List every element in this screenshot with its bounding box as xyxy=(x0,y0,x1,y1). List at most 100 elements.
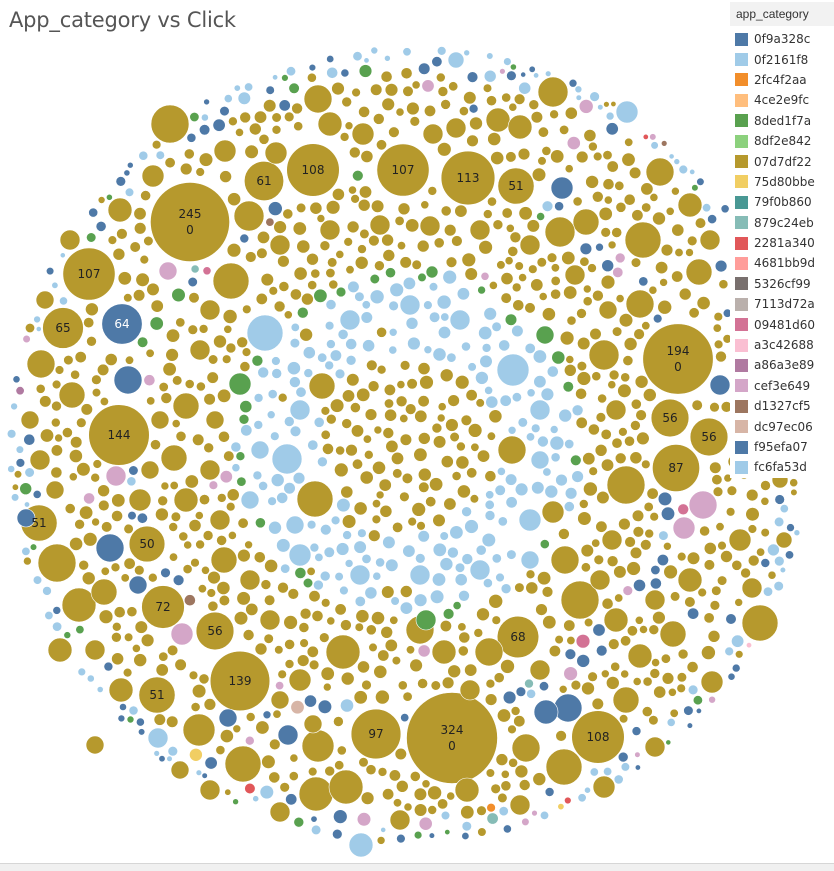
bubble[interactable] xyxy=(127,161,134,169)
bubble[interactable] xyxy=(180,162,193,176)
bubble[interactable] xyxy=(340,671,355,686)
bubble[interactable] xyxy=(370,83,383,96)
bubble[interactable] xyxy=(222,354,232,364)
bubble[interactable] xyxy=(697,587,707,598)
bubble[interactable] xyxy=(563,285,578,300)
bubble[interactable] xyxy=(544,70,552,77)
bubble[interactable] xyxy=(622,585,633,596)
bubble[interactable] xyxy=(260,273,274,287)
bubble[interactable] xyxy=(521,817,530,827)
bubble[interactable] xyxy=(323,546,335,558)
bubble[interactable] xyxy=(227,192,241,207)
bubble[interactable] xyxy=(354,595,366,607)
bubble[interactable] xyxy=(580,543,594,558)
bubble[interactable] xyxy=(536,212,545,221)
bubble[interactable] xyxy=(786,523,795,532)
bubble[interactable] xyxy=(194,511,204,520)
bubble[interactable] xyxy=(418,481,430,493)
bubble[interactable] xyxy=(169,552,179,562)
bubble[interactable] xyxy=(409,116,420,127)
bubble[interactable] xyxy=(197,584,207,594)
bubble[interactable] xyxy=(695,707,702,714)
bubble[interactable] xyxy=(223,450,235,462)
bubble[interactable] xyxy=(595,644,608,657)
bubble[interactable] xyxy=(589,767,599,777)
bubble[interactable] xyxy=(381,585,395,599)
bubble[interactable] xyxy=(564,106,578,120)
bubble[interactable] xyxy=(63,355,74,366)
bubble[interactable] xyxy=(665,206,675,216)
bubble[interactable] xyxy=(282,208,294,220)
bubble[interactable] xyxy=(284,659,295,669)
bubble[interactable] xyxy=(532,349,547,364)
legend-item[interactable]: f95efa07 xyxy=(730,437,834,457)
bubble[interactable] xyxy=(482,578,493,588)
bubble[interactable] xyxy=(116,228,128,240)
bubble[interactable] xyxy=(375,139,387,151)
bubble[interactable] xyxy=(423,345,433,355)
bubble[interactable] xyxy=(592,289,604,302)
bubble[interactable] xyxy=(466,71,479,83)
legend-item[interactable]: 4ce2e9fc xyxy=(730,90,834,110)
bubble[interactable] xyxy=(566,315,577,326)
bubble[interactable] xyxy=(259,609,281,631)
labeled-bubble[interactable] xyxy=(88,404,150,466)
bubble[interactable] xyxy=(358,64,373,78)
labeled-bubble[interactable] xyxy=(497,167,535,205)
bubble[interactable] xyxy=(391,655,402,666)
bubble[interactable] xyxy=(437,46,447,56)
bubble[interactable] xyxy=(32,575,43,585)
bubble[interactable] xyxy=(648,624,660,636)
bubble[interactable] xyxy=(150,104,190,144)
bubble[interactable] xyxy=(478,325,493,340)
bubble[interactable] xyxy=(349,564,371,586)
bubble[interactable] xyxy=(307,439,319,451)
bubble[interactable] xyxy=(455,455,470,470)
bubble[interactable] xyxy=(170,760,190,780)
bubble[interactable] xyxy=(190,557,200,568)
bubble[interactable] xyxy=(355,609,370,624)
bubble[interactable] xyxy=(659,278,668,287)
bubble[interactable] xyxy=(411,502,426,517)
bubble[interactable] xyxy=(417,432,431,445)
bubble[interactable] xyxy=(591,191,604,203)
bubble[interactable] xyxy=(358,106,370,118)
bubble[interactable] xyxy=(326,66,339,79)
bubble[interactable] xyxy=(400,67,413,80)
bubble[interactable] xyxy=(319,240,331,251)
bubble[interactable] xyxy=(104,353,118,366)
bubble[interactable] xyxy=(239,233,250,244)
labeled-bubble[interactable] xyxy=(141,585,185,629)
bubble[interactable] xyxy=(388,300,399,312)
bubble[interactable] xyxy=(325,299,337,310)
bubble[interactable] xyxy=(661,672,675,685)
bubble[interactable] xyxy=(175,430,187,442)
bubble[interactable] xyxy=(35,290,55,310)
bubble[interactable] xyxy=(492,219,504,230)
bubble[interactable] xyxy=(308,659,320,671)
bubble[interactable] xyxy=(187,324,199,335)
bubble[interactable] xyxy=(119,703,127,711)
bubble[interactable] xyxy=(457,645,469,657)
bubble[interactable] xyxy=(417,362,431,375)
bubble[interactable] xyxy=(414,409,428,423)
bubble[interactable] xyxy=(389,809,411,831)
bubble[interactable] xyxy=(344,559,354,568)
bubble[interactable] xyxy=(568,78,578,88)
bubble[interactable] xyxy=(324,321,335,331)
bubble[interactable] xyxy=(497,516,508,527)
bubble[interactable] xyxy=(113,365,143,395)
bubble[interactable] xyxy=(707,629,721,643)
bubble[interactable] xyxy=(347,280,360,294)
bubble[interactable] xyxy=(352,51,363,62)
bubble[interactable] xyxy=(216,535,227,546)
bubble[interactable] xyxy=(486,52,494,60)
bubble[interactable] xyxy=(536,257,547,268)
bubble[interactable] xyxy=(182,564,193,574)
bubble[interactable] xyxy=(384,408,397,422)
bubble[interactable] xyxy=(23,433,36,446)
bubble[interactable] xyxy=(203,442,214,454)
bubble[interactable] xyxy=(245,712,256,722)
bubble[interactable] xyxy=(244,144,259,159)
bubble[interactable] xyxy=(544,787,555,797)
